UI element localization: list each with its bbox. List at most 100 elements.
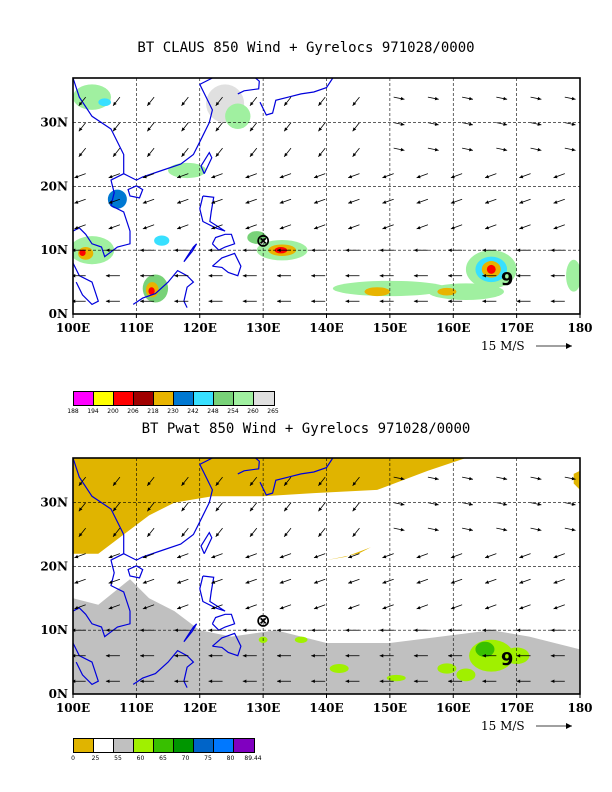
wind-arrowhead — [345, 248, 350, 252]
wind-arrowhead — [142, 174, 147, 179]
storm-marker-0: ⊗ — [256, 231, 271, 252]
wind-arrowhead — [108, 225, 113, 230]
wind-arrowhead — [108, 605, 113, 610]
cloud-area — [107, 189, 127, 209]
wind-arrowhead — [142, 225, 147, 230]
wind-arrowhead — [174, 299, 178, 303]
pwat-high-area — [456, 668, 476, 682]
wind-arrowhead — [181, 101, 186, 106]
coastline — [132, 269, 195, 308]
cloud-area — [486, 264, 496, 274]
wind-arrowhead — [245, 200, 250, 204]
wind-arrowhead — [550, 299, 555, 303]
wind-arrowhead — [78, 481, 83, 486]
wind-arrowhead — [74, 174, 79, 179]
wind-arrowhead — [416, 225, 421, 230]
colorbar-tick-label: 75 — [204, 755, 212, 762]
wind-arrowhead — [140, 679, 144, 683]
wind-arrowhead — [208, 248, 213, 252]
x-tick-label: 120E — [183, 701, 217, 715]
wind-arrowhead — [485, 605, 490, 610]
wind-arrowhead — [503, 476, 508, 481]
wind-arrowhead — [537, 502, 542, 506]
wind-arrowhead — [434, 527, 439, 532]
wind-arrowhead — [74, 200, 79, 204]
colorbar-swatch — [94, 739, 114, 752]
vector-reference-label: 15 M/S — [481, 719, 525, 733]
wind-arrowhead — [105, 273, 110, 278]
wind-arrowhead — [174, 248, 178, 252]
wind-arrowhead — [379, 273, 384, 278]
colorbar-swatches — [73, 391, 275, 406]
wind-arrowhead — [503, 502, 508, 506]
wind-arrowhead — [174, 628, 178, 632]
wind-arrowhead — [108, 580, 113, 584]
colorbar-tick-label: 55 — [114, 755, 122, 762]
y-tick-label: 30N — [40, 116, 68, 130]
wind-arrowhead — [284, 127, 288, 132]
wind-arrowhead — [181, 152, 186, 157]
y-tick-label: 0N — [49, 687, 68, 701]
wind-arrowhead — [105, 679, 110, 683]
map-field: ⊗9 — [73, 458, 580, 694]
x-tick-label: 100E — [56, 321, 90, 335]
wind-arrowhead — [469, 476, 473, 481]
coastline — [73, 78, 131, 258]
coastline — [212, 252, 242, 277]
wind-arrowhead — [345, 653, 350, 658]
cloud-area — [154, 235, 170, 246]
x-tick-label: 150E — [373, 701, 407, 715]
wind-arrowhead — [147, 101, 151, 106]
y-tick-label: 20N — [40, 179, 68, 193]
wind-arrowhead — [249, 101, 254, 106]
pwat-dry-region — [73, 458, 466, 554]
colorbar-swatch — [114, 392, 134, 405]
wind-arrowhead — [249, 127, 254, 132]
wind-arrowhead — [245, 225, 250, 230]
wind-arrowhead — [147, 532, 151, 537]
wind-arrowhead — [311, 299, 315, 303]
y-tick-label: 0N — [49, 307, 68, 321]
wind-arrowhead — [448, 299, 452, 303]
colorbar-labels: 0 25 55 60 65 70 75 80 89.44 — [71, 753, 262, 763]
wind-arrowhead — [482, 653, 486, 658]
coastline — [200, 531, 213, 554]
wind-arrowhead — [277, 299, 281, 303]
cloud-area — [79, 249, 86, 256]
wind-arrowhead — [78, 507, 83, 512]
wind-arrowhead — [553, 580, 558, 584]
wind-arrowhead — [277, 628, 281, 632]
wind-arrowhead — [413, 299, 418, 303]
wind-arrowhead — [352, 127, 357, 132]
coastline — [212, 632, 242, 657]
storm-marker-1: 9 — [501, 269, 514, 290]
cloud-area — [437, 287, 457, 296]
wind-arrowhead — [400, 96, 405, 101]
wind-arrowhead — [105, 248, 110, 252]
wind-arrowhead — [249, 532, 254, 537]
wind-arrowhead — [450, 174, 455, 179]
coastline — [237, 78, 260, 95]
x-tick-label: 110E — [119, 701, 153, 715]
wind-arrowhead — [553, 225, 558, 230]
wind-arrowhead — [249, 507, 254, 512]
wind-arrowhead — [413, 248, 418, 252]
x-tick-label: 130E — [246, 701, 280, 715]
storm-marker-1: 9 — [501, 649, 514, 670]
wind-arrowhead — [113, 101, 117, 106]
wind-arrowhead — [413, 273, 418, 278]
wind-arrowhead — [450, 580, 455, 584]
wind-arrowhead — [352, 152, 357, 157]
wind-arrowhead — [284, 152, 288, 157]
colorbar-tick-label: 200 — [107, 408, 119, 415]
wind-arrowhead — [450, 605, 455, 610]
wind-arrowhead — [140, 248, 144, 252]
wind-arrowhead — [382, 554, 387, 559]
coastline — [127, 565, 144, 579]
wind-arrowhead — [140, 628, 144, 632]
wind-arrowhead — [416, 580, 421, 584]
colorbar-swatch — [74, 392, 94, 405]
wind-arrowhead — [211, 580, 216, 584]
wind-arrowhead — [348, 605, 353, 610]
panel-2-colorbar: 0 25 55 60 65 70 75 80 89.44 — [71, 738, 262, 763]
